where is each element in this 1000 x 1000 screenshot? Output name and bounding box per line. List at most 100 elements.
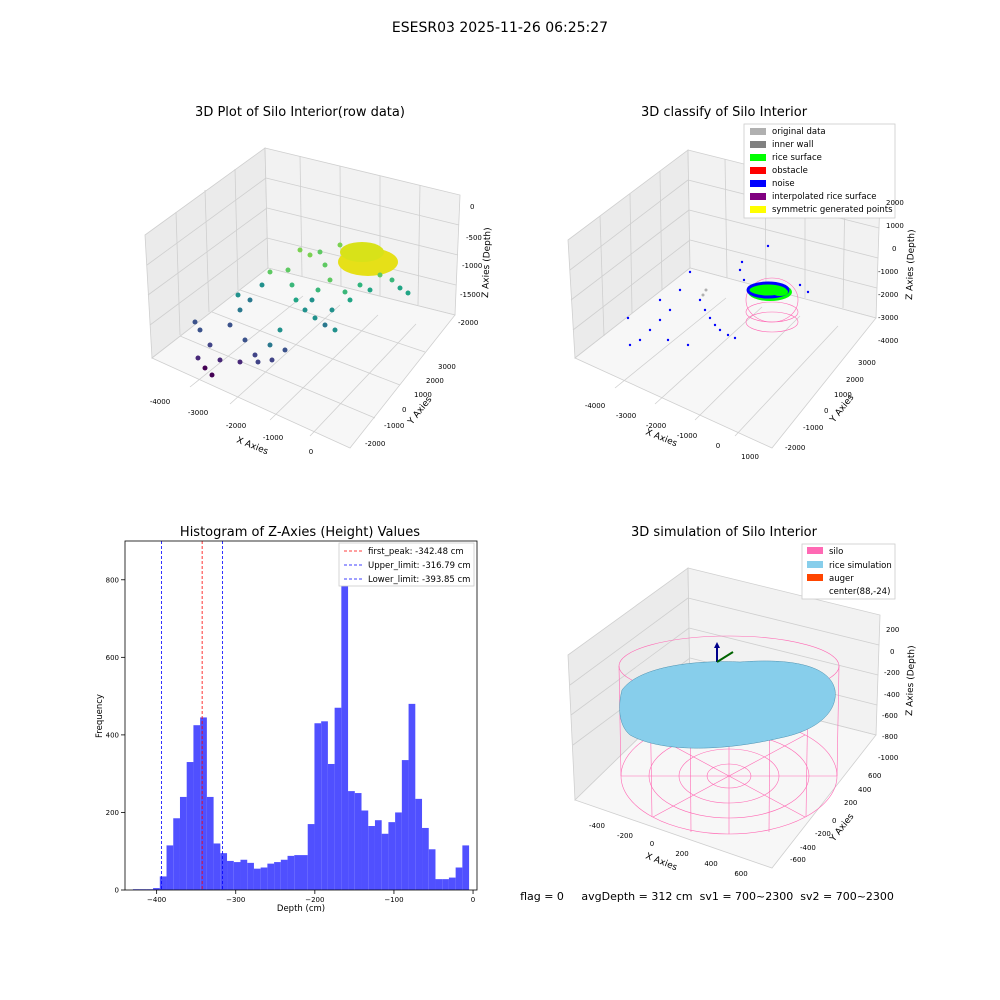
histogram-bar [368,826,375,890]
classify-z-tick: -1000 [878,268,898,276]
simulation-z-tick: -400 [884,691,900,699]
legend-obstacle: obstacle [772,166,808,176]
raw-x-tick: 0 [309,448,313,456]
raw-y-tick: 2000 [426,377,444,385]
rice-simulation-surface [619,660,836,749]
histogram-bar [294,855,301,890]
simulation-x-tick: -200 [617,832,633,840]
raw-x-tick: -3000 [188,409,208,417]
legend-symmetric-generated-points: symmetric generated points [772,205,893,215]
simulation-x-tick: 0 [650,840,654,848]
simulation-z-tick: -800 [882,733,898,741]
classify-y-tick: 1000 [834,391,852,399]
histogram-x-tick-label: −400 [147,896,166,904]
classify-y-tick: 2000 [846,376,864,384]
simulation-3d-yticks: -600 -400 -200 0 200 400 600 [790,772,881,864]
simulation-x-tick: 600 [734,870,747,878]
histogram-bar [179,796,187,890]
panel-simulation-3d: 3D simulation of Silo Interior [567,525,917,878]
histogram-bar [448,877,456,890]
raw-y-tick: 0 [402,406,406,414]
histogram-x-tick-label: −300 [226,896,245,904]
raw-y-tick: -2000 [365,440,385,448]
histogram-bar [381,833,389,890]
histogram-bar [455,867,463,890]
raw-3d-ylabel: Y Axies [406,395,435,428]
classify-z-tick: -4000 [878,337,898,345]
auger-marker [714,642,734,663]
raw-3d-yticks: -2000 -1000 0 1000 2000 3000 [365,363,456,448]
panel-raw-title: 3D Plot of Silo Interior(row data) [195,105,405,120]
simulation-3d-xticks: -400 -200 0 200 400 600 [589,822,748,878]
histogram-bar [415,798,423,890]
histogram-bar [422,827,429,890]
histogram-bar [334,707,342,890]
histogram-bar [186,762,194,890]
legend-inner-wall: inner wall [772,140,813,150]
histogram-bar [267,863,275,890]
histogram-bar [274,862,281,890]
histogram-bar [213,843,221,890]
simulation-3d-xlabel: X Axies [644,852,679,874]
legend-rice-surface: rice surface [772,153,822,163]
legend-noise: noise [772,179,795,189]
panel-histogram: Histogram of Z-Axies (Height) Values −40… [95,525,478,914]
raw-x-tick: -2000 [226,422,246,430]
raw-3d-zlabel: Z Axies (Depth) [481,227,493,298]
histogram-bar [153,888,160,890]
histogram-bar [280,859,288,890]
raw-z-tick: 0 [470,203,474,211]
classify-3d-points [626,244,810,347]
legend-first-peak: first_peak: -342.48 cm [368,547,464,557]
simulation-z-tick: -200 [884,669,900,677]
histogram-bar [361,810,369,890]
histogram-bar [227,860,234,890]
simulation-z-tick: -600 [882,712,898,720]
classify-z-tick: 0 [892,245,896,253]
classify-z-tick: 1000 [886,222,904,230]
histogram-bar [240,859,248,890]
classify-x-tick: 0 [716,442,720,450]
figure-title: ESESR03 2025-11-26 06:25:27 [392,20,608,36]
histogram-bar [348,791,355,890]
simulation-y-tick: -200 [815,830,831,838]
raw-z-tick: -2000 [458,319,478,327]
histogram-x-tick-label: −100 [384,896,403,904]
classify-z-tick: 2000 [886,199,904,207]
classify-3d-xticks: -4000 -3000 -2000 -1000 0 1000 [585,402,759,461]
histogram-bar [462,845,470,890]
classify-3d-zlabel: Z Axies (Depth) [905,229,917,300]
histogram-bar [200,717,207,890]
raw-x-tick: -4000 [150,398,170,406]
panel-raw-3d: 3D Plot of Silo Interior(row data) [144,105,493,457]
histogram-frame [124,540,478,891]
raw-3d-axes-box [144,147,461,449]
histogram-bar [287,855,295,890]
histogram-y-tick-label: 0 [115,887,119,895]
histogram-y-tick-label: 800 [106,576,119,584]
simulation-y-tick: 0 [832,817,836,825]
raw-y-tick: -1000 [384,422,404,430]
classify-3d-xlabel: X Axies [644,428,679,450]
histogram-bar [401,760,409,890]
classify-y-tick: -2000 [785,444,805,452]
histogram-bar [220,853,228,890]
histogram-bar [435,879,443,890]
legend-center: center(88,-24) [829,587,890,597]
classify-legend: original data inner wall rice surface ob… [743,123,896,219]
histogram-bar [247,862,254,890]
histogram-xlabel: Depth (cm) [277,904,325,914]
classify-x-tick: -3000 [616,412,636,420]
raw-z-tick: -1500 [460,291,480,299]
simulation-legend: silo rice simulation auger center(88,-24… [801,543,896,600]
histogram-bar [307,824,315,890]
raw-z-tick: -500 [466,234,482,242]
legend-lower-limit: Lower_limit: -393.85 cm [368,575,470,585]
histogram-plot-area: −400 −300 −200 −100 0 0 200 400 600 800 [106,541,475,904]
histogram-bar [354,793,362,890]
classify-3d-zticks: 2000 1000 0 -1000 -2000 -3000 -4000 [878,199,904,345]
classify-x-tick: 1000 [741,453,759,461]
legend-original-data: original data [772,127,826,137]
histogram-y-tick-label: 400 [106,731,119,739]
